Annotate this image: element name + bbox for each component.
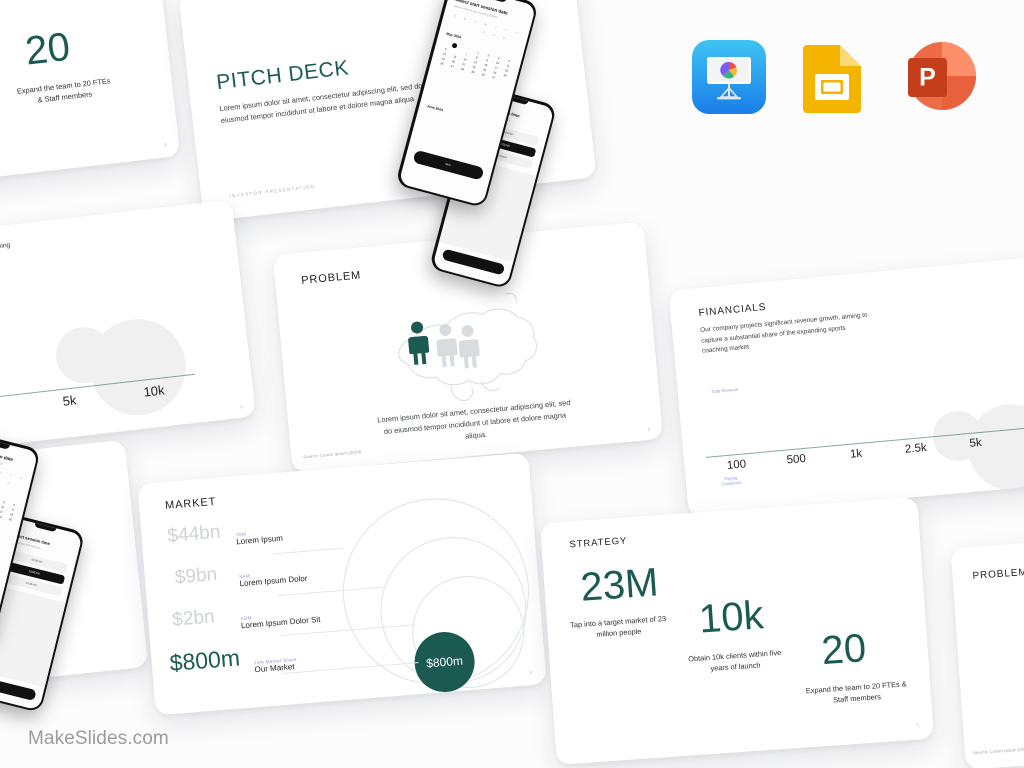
page-number: 5 bbox=[916, 722, 920, 728]
site-watermark: MakeSlides.com bbox=[28, 728, 169, 749]
financials-crop-body: ...revenue growth, aiming to ...expandin… bbox=[0, 241, 11, 268]
x-tick: 2.5k bbox=[0, 398, 28, 423]
slide-market[interactable]: MARKET $800m $44bn TAM Lorem Ipsum $ bbox=[137, 452, 547, 716]
strategy-crop-desc-20: Expand the team to 20 FTEs & Staff membe… bbox=[16, 76, 111, 105]
leader-line-tam bbox=[273, 547, 344, 555]
slide-strategy-cropped[interactable]: 10k Obtain 10k clients within five years… bbox=[0, 0, 181, 191]
chart-x-axis-label: Paying Customers bbox=[720, 475, 742, 488]
microsoft-powerpoint-icon[interactable]: P bbox=[902, 38, 978, 114]
region-map-illustration bbox=[398, 293, 538, 402]
problem-kicker: PROBLEM bbox=[300, 269, 362, 287]
market-amount-sam: $9bn bbox=[174, 564, 218, 589]
strategy-crop-stat-20: 20 bbox=[23, 24, 73, 74]
phone-next-month-label: June 2024 bbox=[426, 103, 444, 112]
financials-crop-bar-chart: $2,300,000 $5,750,000 $11,500,000 $15,00… bbox=[0, 254, 195, 414]
strategy-desc-10k: Obtain 10k clients within five years of … bbox=[687, 647, 782, 674]
strategy-desc-20: Expand the team to 20 FTEs & Staff membe… bbox=[805, 679, 907, 705]
slide-strategy[interactable]: STRATEGY 23M Tap into a target market of… bbox=[540, 497, 934, 765]
phone-month-label: May 2024 bbox=[446, 31, 462, 39]
strategy-stat-10k: 10k bbox=[697, 593, 765, 642]
market-bubble-value: $800m bbox=[425, 653, 464, 671]
title-footer: INVESTOR PRESENTATION bbox=[229, 183, 316, 199]
bar-1k: $2,300,000 bbox=[833, 441, 877, 450]
bar-item: $5,750,000 bbox=[885, 435, 945, 445]
apple-keynote-icon[interactable] bbox=[692, 40, 766, 114]
slide-problem[interactable]: PROBLEM Lorem ipsum dolor sit amet, co bbox=[272, 221, 664, 473]
market-amount-som: $2bn bbox=[171, 606, 216, 631]
page-number: 6 bbox=[240, 404, 244, 410]
problem-edge-source-note: Source: Lorem Ipsum (2024) bbox=[972, 746, 1024, 756]
bar-item: $2,300,000 bbox=[825, 441, 885, 450]
bar-5k: $11,500,000 bbox=[953, 430, 997, 439]
market-row-tam: $44bn TAM Lorem Ipsum bbox=[167, 517, 283, 552]
phone-next-button[interactable]: Next bbox=[412, 149, 485, 180]
problem-edge-kicker: PROBLEM bbox=[972, 566, 1024, 582]
problem-source-note: Source: Lorem Ipsum (2024) bbox=[303, 449, 362, 460]
title-heading: PITCH DECK bbox=[215, 56, 351, 95]
market-row-sam: $9bn SAM Lorem Ipsum Dolor bbox=[174, 557, 308, 594]
financials-kicker: FINANCIALS bbox=[698, 301, 767, 319]
bar-100: $150,000 bbox=[714, 452, 758, 461]
phone-next-button-label: Next bbox=[445, 162, 452, 167]
strategy-desc-23m: Tap into a target market of 23 million p… bbox=[569, 613, 667, 639]
page-number: 5 bbox=[164, 142, 168, 148]
market-row-our: $800m 10% Market Share Our Market bbox=[169, 640, 298, 681]
market-amount-tam: $44bn bbox=[166, 521, 222, 547]
strategy-stat-20: 20 bbox=[820, 626, 868, 674]
page-number: 4 bbox=[529, 670, 532, 676]
person-icon-muted-1 bbox=[436, 323, 458, 368]
bar-item: $11,500,000 bbox=[945, 430, 1005, 439]
person-icon-muted-2 bbox=[458, 324, 480, 369]
bar-2-5k: $5,750,000 bbox=[893, 435, 937, 445]
slide-financials-cropped[interactable]: ...revenue growth, aiming to ...expandin… bbox=[0, 199, 257, 463]
page-number: 2 bbox=[647, 426, 651, 433]
slide-problem-edge-cropped[interactable]: PROBLEM Source: Lorem Ipsum (2024) bbox=[950, 532, 1024, 768]
bar-item: $750,000 bbox=[765, 446, 825, 455]
google-slides-icon[interactable] bbox=[800, 41, 868, 113]
strategy-stat-23m: 23M bbox=[579, 560, 660, 610]
market-amount-our: $800m bbox=[168, 644, 241, 677]
person-icon-highlighted bbox=[408, 321, 430, 365]
svg-text:P: P bbox=[919, 64, 936, 92]
slide-financials[interactable]: FINANCIALS Our company projects signific… bbox=[668, 254, 1024, 518]
bar-500: $750,000 bbox=[773, 446, 817, 455]
market-kicker: MARKET bbox=[164, 495, 217, 512]
market-row-som: $2bn SOM Lorem Ipsum Dolor Sit bbox=[172, 598, 321, 636]
strategy-kicker: STRATEGY bbox=[569, 535, 628, 551]
bar-item: $150,000 bbox=[706, 451, 766, 461]
